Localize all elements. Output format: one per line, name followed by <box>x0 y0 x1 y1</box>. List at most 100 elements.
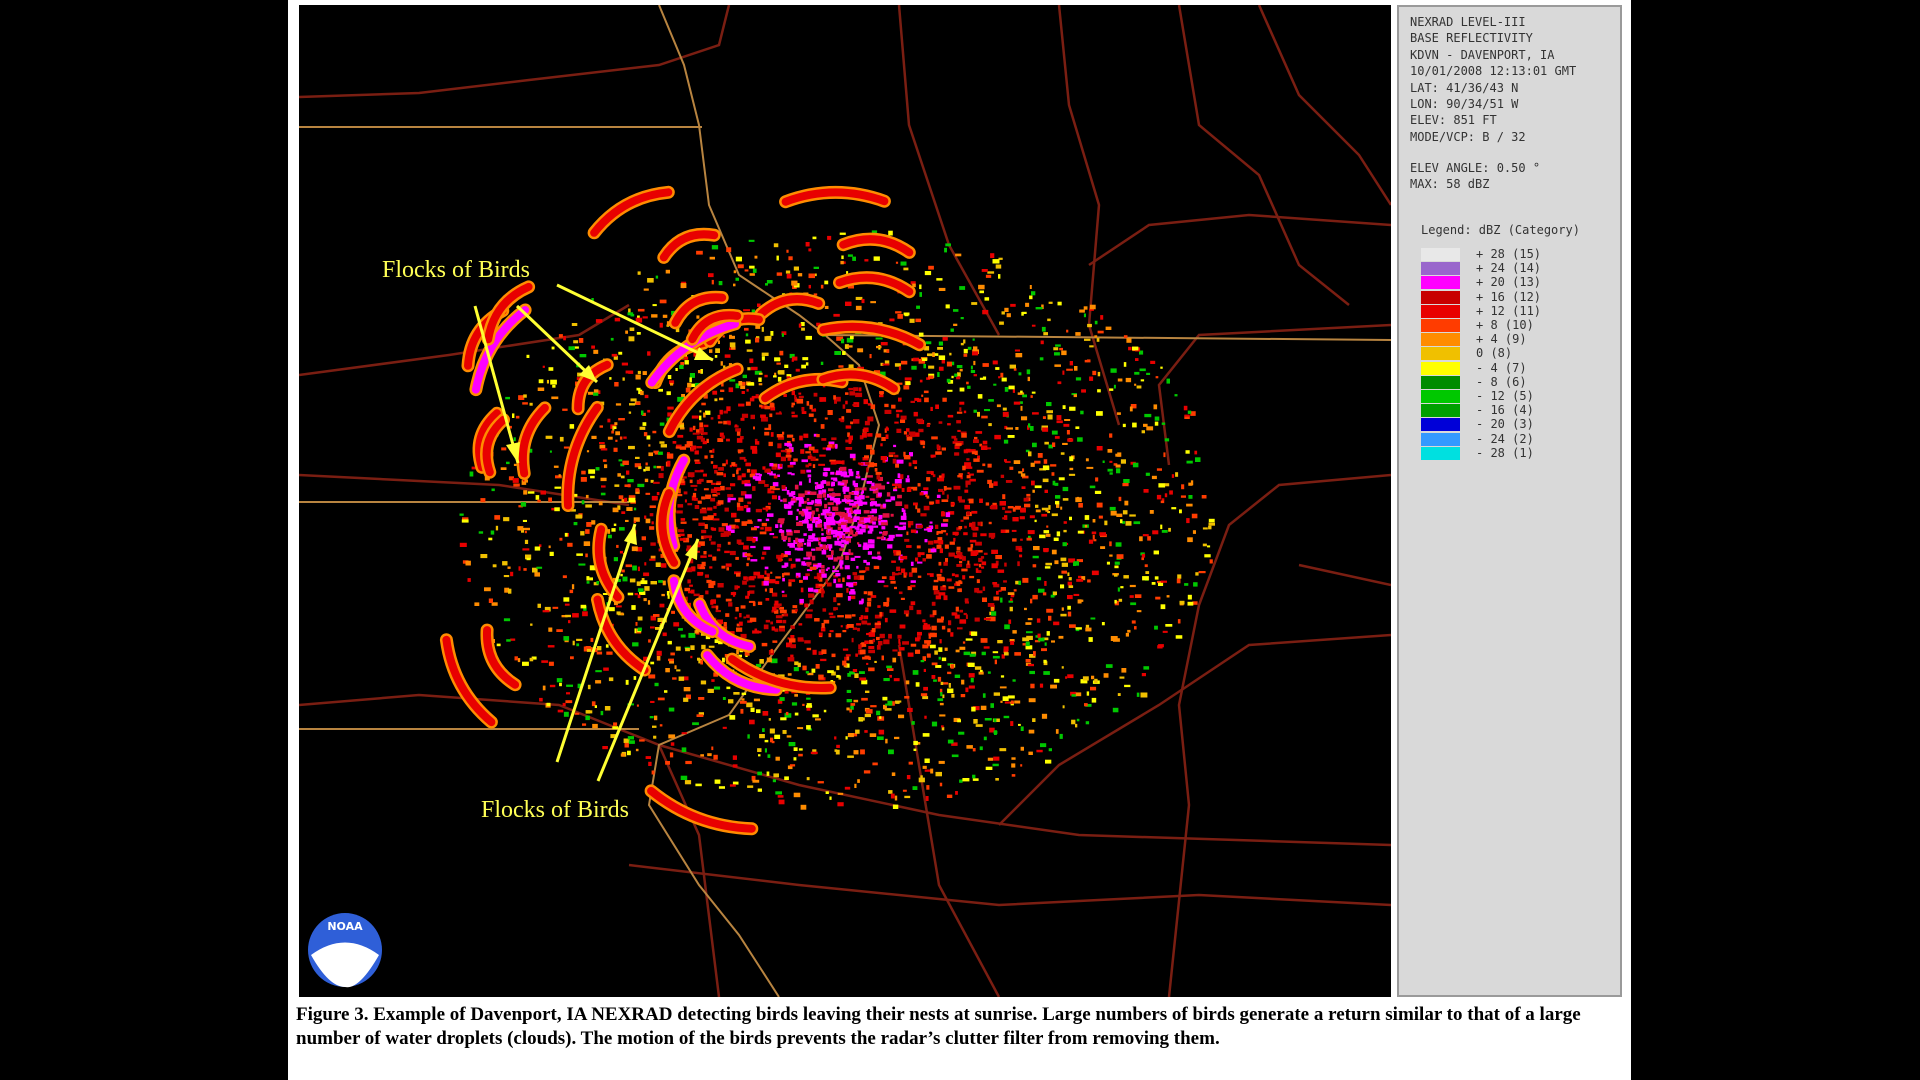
echo <box>707 515 714 521</box>
echo <box>762 507 769 510</box>
echo <box>998 274 1001 279</box>
echo <box>675 646 681 651</box>
echo <box>888 454 894 457</box>
echo <box>585 553 588 558</box>
echo <box>962 575 966 580</box>
echo <box>964 489 969 493</box>
echo <box>824 280 829 285</box>
echo <box>728 387 734 393</box>
echo <box>1025 659 1031 663</box>
echo <box>943 561 948 566</box>
echo <box>779 627 785 632</box>
legend-label: + 4 (9) <box>1476 332 1527 347</box>
echo <box>765 283 768 286</box>
echo <box>872 521 876 525</box>
echo <box>715 605 719 610</box>
echo <box>1007 695 1015 699</box>
echo <box>1045 759 1052 764</box>
echo <box>591 298 594 302</box>
echo <box>1054 560 1059 565</box>
echo <box>926 470 933 474</box>
echo <box>684 587 691 592</box>
echo <box>685 387 691 393</box>
echo <box>800 449 805 454</box>
echo <box>1001 377 1007 382</box>
echo <box>868 649 875 654</box>
echo <box>873 525 879 528</box>
echo <box>776 434 784 438</box>
echo <box>586 581 590 584</box>
echo <box>917 561 923 564</box>
echo <box>883 704 887 710</box>
echo <box>829 630 834 633</box>
echo <box>1089 345 1094 348</box>
echo <box>769 533 775 536</box>
echo <box>899 624 906 629</box>
echo <box>832 565 835 569</box>
echo <box>917 631 922 636</box>
echo <box>821 485 824 489</box>
legend-label: - 8 (6) <box>1476 374 1527 389</box>
echo <box>883 349 889 353</box>
echo <box>947 389 953 392</box>
echo <box>1117 378 1123 382</box>
echo <box>465 560 471 566</box>
echo <box>742 580 747 585</box>
echo <box>854 783 857 788</box>
echo <box>798 623 803 626</box>
echo <box>649 505 656 508</box>
echo <box>681 394 685 398</box>
echo <box>1090 617 1096 620</box>
echo <box>746 468 751 473</box>
echo <box>900 560 903 563</box>
echo <box>737 506 744 511</box>
echo <box>1002 507 1006 510</box>
echo <box>835 511 842 516</box>
echo <box>942 519 949 522</box>
echo <box>1157 580 1164 584</box>
echo <box>1109 554 1113 557</box>
echo <box>1041 513 1048 517</box>
echo <box>762 551 767 555</box>
echo <box>907 707 913 712</box>
echo <box>679 533 685 537</box>
echo <box>659 724 663 727</box>
echo <box>889 318 895 322</box>
echo <box>805 444 812 447</box>
echo <box>852 480 856 486</box>
echo <box>780 499 783 502</box>
echo <box>673 622 680 627</box>
echo <box>999 686 1007 689</box>
echo <box>794 397 797 402</box>
echo <box>1074 366 1078 371</box>
echo <box>866 444 872 450</box>
echo <box>1099 532 1106 536</box>
echo <box>1160 604 1166 610</box>
echo <box>938 540 944 545</box>
echo <box>712 518 720 521</box>
echo <box>1160 500 1165 504</box>
echo <box>749 473 756 478</box>
echo <box>930 632 937 638</box>
echo <box>895 382 903 385</box>
echo <box>674 665 677 670</box>
echo <box>729 550 736 556</box>
echo <box>720 485 725 491</box>
echo <box>775 580 780 585</box>
echo <box>922 619 926 623</box>
echo <box>721 565 726 569</box>
echo <box>724 354 731 358</box>
echo <box>746 576 749 582</box>
echo <box>812 464 816 468</box>
echo <box>923 528 930 531</box>
echo <box>933 590 940 595</box>
echo <box>882 696 888 701</box>
echo <box>900 597 905 600</box>
echo <box>926 377 930 380</box>
echo <box>998 257 1003 260</box>
echo <box>622 576 628 582</box>
echo <box>1164 493 1168 498</box>
echo <box>806 609 813 612</box>
echo <box>962 556 966 561</box>
echo <box>927 540 934 545</box>
